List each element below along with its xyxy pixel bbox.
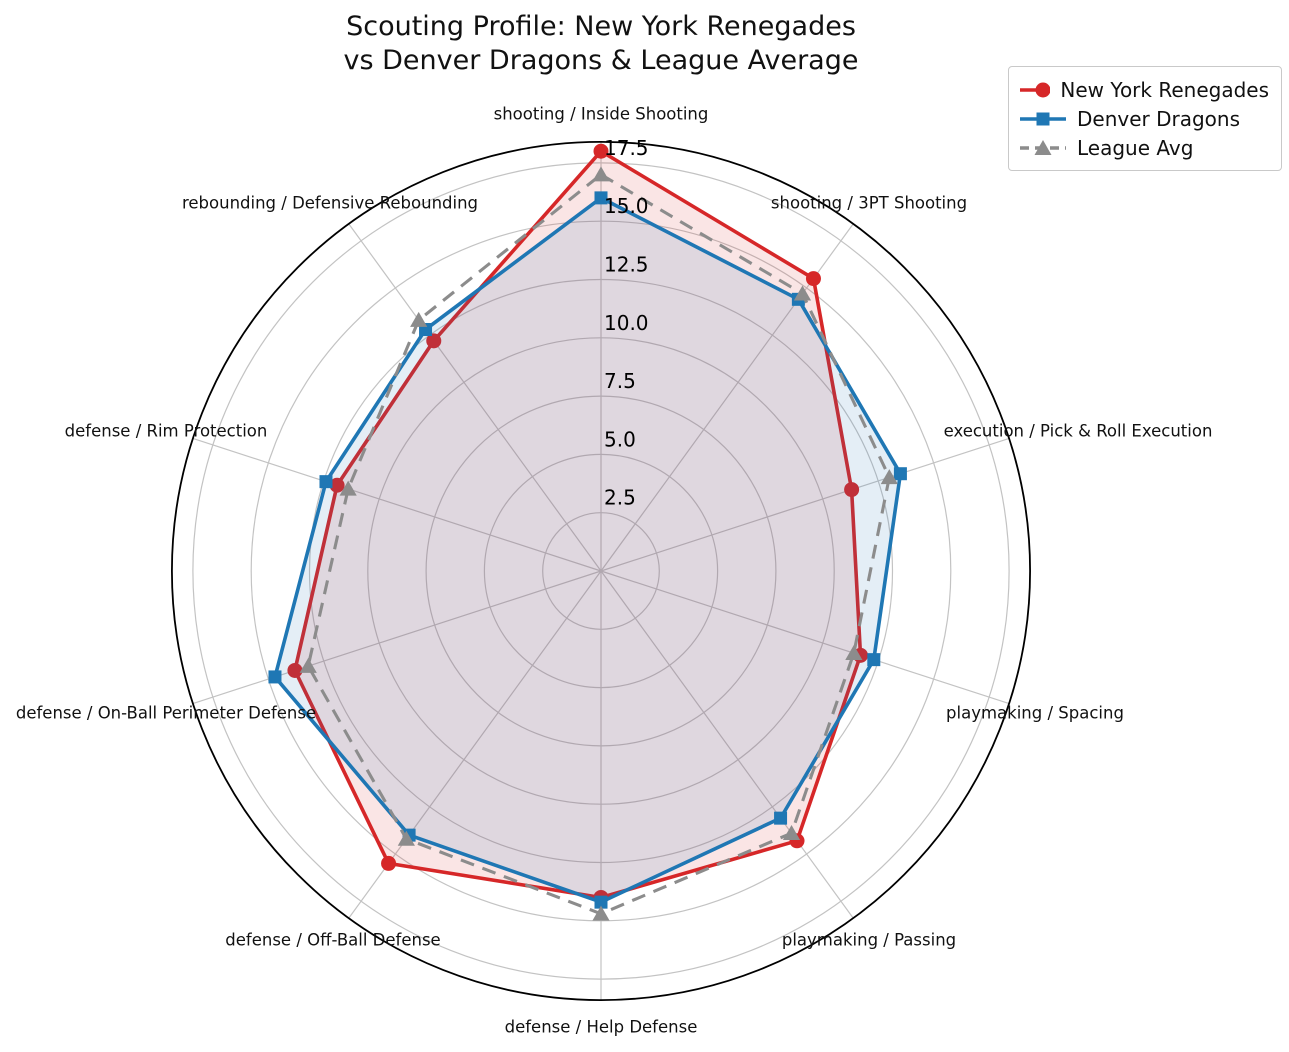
series-fill-denver-dragons [275, 197, 901, 903]
legend-item-league-avg: League Avg [1019, 133, 1269, 162]
legend-swatch-triangle-icon [1020, 139, 1066, 155]
legend-marker-triangle-icon [1034, 139, 1052, 155]
category-label: shooting / 3PT Shooting [771, 194, 967, 213]
category-label: shooting / Inside Shooting [494, 105, 709, 124]
category-label: playmaking / Passing [782, 931, 956, 950]
marker-triangle-league-avg [299, 657, 317, 673]
axis-spoke [600, 570, 854, 919]
marker-circle-new-york-renegades [426, 333, 442, 349]
legend-label: League Avg [1077, 135, 1194, 160]
category-label: execution / Pick & Roll Execution [944, 422, 1213, 441]
radial-tick-label: 15.0 [604, 194, 649, 218]
radial-tick-label: 17.5 [604, 136, 649, 160]
legend-box: New York Renegades Denver Dragons League A… [1008, 66, 1282, 171]
radial-tick-label: 12.5 [604, 253, 649, 277]
axis-spoke [192, 437, 602, 572]
radial-tick-label: 2.5 [604, 486, 636, 510]
marker-square-denver-dragons [268, 670, 282, 684]
marker-square-denver-dragons [319, 475, 333, 489]
marker-triangle-league-avg [339, 480, 357, 496]
category-label: rebounding / Defensive Rebounding [182, 194, 478, 213]
axis-spoke [192, 570, 602, 705]
radial-tick-label: 7.5 [604, 369, 636, 393]
category-label: defense / On-Ball Perimeter Defense [16, 704, 316, 723]
marker-circle-new-york-renegades [287, 662, 303, 678]
marker-circle-new-york-renegades [805, 271, 821, 287]
legend-item-denver-dragons: Denver Dragons [1019, 104, 1269, 133]
legend-marker-circle-icon [1035, 82, 1051, 97]
legend-item-new-york-renegades: New York Renegades [1019, 75, 1269, 104]
marker-square-denver-dragons [774, 811, 788, 825]
chart-title: Scouting Profile: New York Renegades vs … [0, 10, 1202, 78]
marker-triangle-league-avg [592, 166, 610, 182]
category-label: playmaking / Spacing [946, 704, 1124, 723]
marker-square-denver-dragons [867, 653, 881, 667]
legend-swatch-circle-icon [1020, 82, 1051, 97]
radial-tick-label: 10.0 [604, 311, 649, 335]
series-fill-new-york-renegades [294, 151, 861, 898]
axis-spoke [600, 570, 1010, 705]
legend-swatch-square-icon [1020, 112, 1066, 125]
marker-square-denver-dragons [594, 191, 608, 205]
marker-triangle-league-avg [880, 469, 898, 485]
marker-square-denver-dragons [893, 467, 907, 481]
marker-square-denver-dragons [594, 895, 608, 909]
category-label: defense / Off-Ball Defense [225, 931, 440, 950]
category-label: defense / Help Defense [505, 1018, 698, 1037]
legend-label: Denver Dragons [1077, 106, 1241, 131]
category-label: defense / Rim Protection [65, 422, 268, 441]
chart-title-line1: Scouting Profile: New York Renegades [346, 11, 856, 42]
marker-circle-new-york-renegades [844, 482, 860, 498]
radial-tick-label: 5.0 [604, 427, 636, 451]
chart-title-line2: vs Denver Dragons & League Average [343, 45, 859, 76]
marker-triangle-league-avg [793, 285, 812, 301]
marker-triangle-league-avg [845, 644, 863, 660]
axis-spoke [348, 223, 602, 572]
marker-triangle-league-avg [592, 905, 610, 921]
marker-triangle-league-avg [397, 830, 415, 846]
legend-label: New York Renegades [1060, 77, 1269, 102]
marker-triangle-league-avg [410, 311, 428, 327]
legend-marker-square-icon [1036, 112, 1050, 125]
axis-spoke [600, 437, 1010, 572]
marker-circle-new-york-renegades [329, 477, 345, 493]
marker-circle-new-york-renegades [593, 143, 609, 159]
marker-circle-new-york-renegades [381, 855, 397, 871]
outer-circle [171, 141, 1031, 1001]
marker-triangle-league-avg [782, 825, 801, 841]
